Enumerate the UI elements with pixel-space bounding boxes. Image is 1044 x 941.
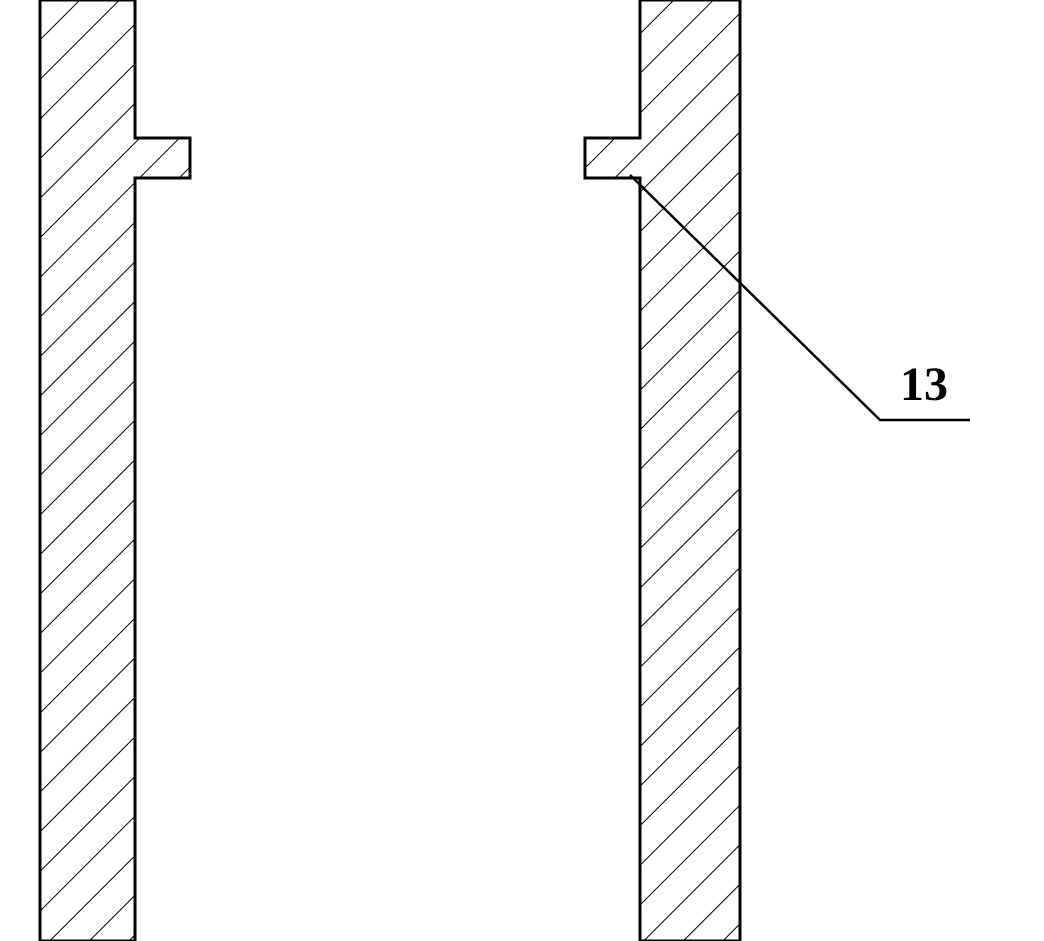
cross-section-diagram: 13 — [0, 0, 1044, 941]
callout-label-13: 13 — [900, 358, 948, 411]
left-wall-section — [40, 0, 190, 941]
right-wall-section — [585, 0, 740, 941]
